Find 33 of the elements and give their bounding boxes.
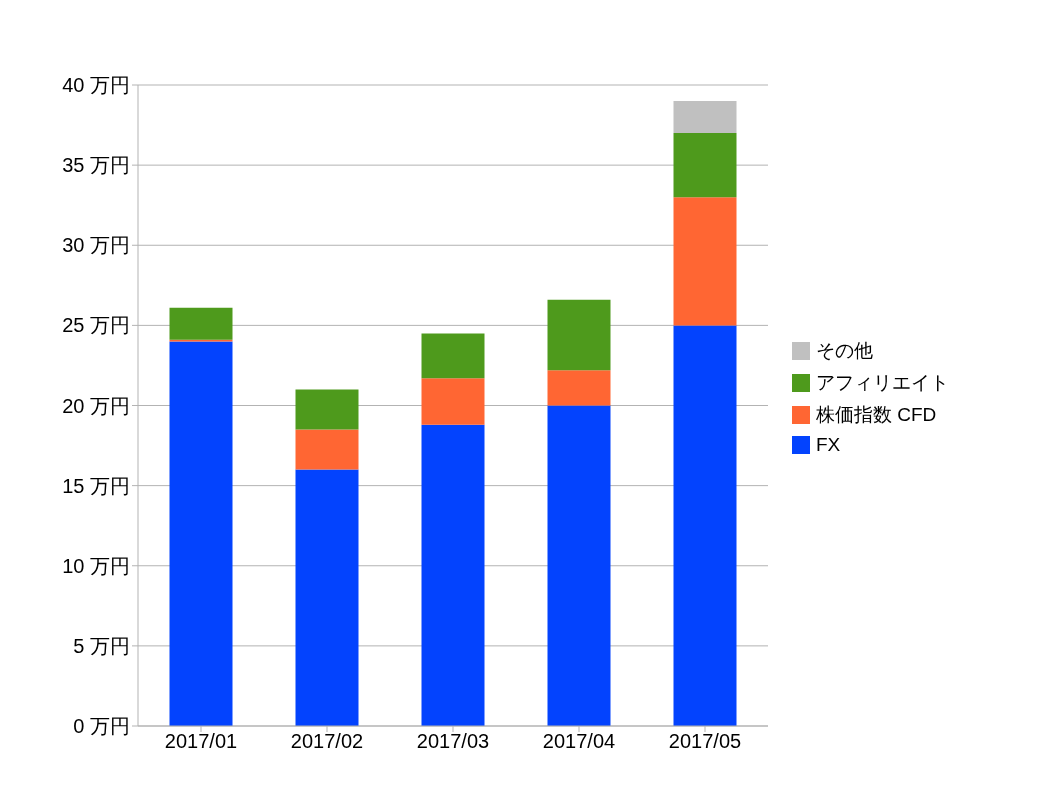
legend-label: アフィリエイト bbox=[816, 371, 949, 395]
legend-label: その他 bbox=[816, 339, 873, 363]
bar bbox=[547, 299, 611, 371]
y-tick-label: 30 万円 bbox=[62, 234, 130, 257]
y-tick-label: 0 万円 bbox=[73, 715, 130, 738]
bar bbox=[673, 133, 737, 198]
x-tick-label: 2017/03 bbox=[416, 730, 490, 753]
y-tick-label: 20 万円 bbox=[62, 394, 130, 417]
y-tick-label: 5 万円 bbox=[73, 634, 130, 657]
bar bbox=[169, 307, 233, 340]
bar bbox=[673, 325, 737, 726]
bar bbox=[673, 101, 737, 134]
bar bbox=[295, 429, 359, 470]
x-tick-label: 2017/04 bbox=[542, 730, 616, 753]
y-tick-label: 35 万円 bbox=[62, 154, 130, 177]
bar bbox=[295, 469, 359, 726]
y-tick-label: 15 万円 bbox=[62, 474, 130, 497]
bar bbox=[169, 341, 233, 726]
bar bbox=[421, 424, 485, 726]
x-tick-label: 2017/02 bbox=[290, 730, 364, 753]
x-tick-label: 2017/01 bbox=[164, 730, 238, 753]
bar bbox=[421, 333, 485, 379]
y-tick-label: 40 万円 bbox=[62, 74, 130, 97]
bar bbox=[547, 405, 611, 726]
y-tick-label: 10 万円 bbox=[62, 554, 130, 577]
legend-label: FX bbox=[816, 434, 841, 456]
legend-label: 株価指数 CFD bbox=[816, 403, 937, 427]
x-tick-label: 2017/05 bbox=[668, 730, 742, 753]
y-tick-label: 25 万円 bbox=[62, 314, 130, 337]
bar bbox=[673, 197, 737, 326]
bar bbox=[547, 370, 611, 406]
bar bbox=[295, 389, 359, 430]
bar bbox=[421, 378, 485, 425]
